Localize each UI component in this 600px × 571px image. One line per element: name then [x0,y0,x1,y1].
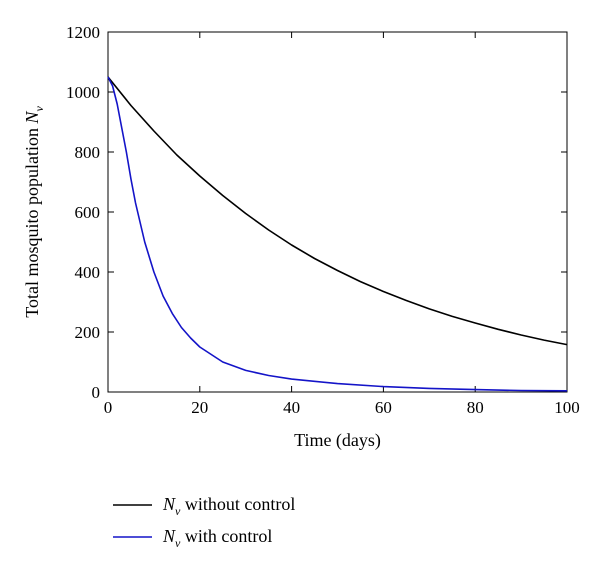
x-tick-label: 0 [104,398,113,417]
x-tick-label: 20 [191,398,208,417]
y-axis-label-sub: v [32,106,46,112]
series-with-control-line [107,76,568,392]
legend-text-1: with control [180,526,272,546]
series-without-control-line [107,76,568,346]
x-tick-label: 40 [283,398,300,417]
legend-label-without-control: Nv without control [162,494,295,518]
y-tick-label: 1000 [66,83,100,102]
x-tick-label: 100 [554,398,580,417]
y-tick-label: 600 [75,203,101,222]
legend-var-0: N [162,494,176,514]
y-tick-label: 1200 [66,23,100,42]
legend-sub-0: v [175,504,181,518]
series-lines [107,76,568,392]
y-axis-label-var: N [22,111,42,125]
legend: Nv without control Nv with control [113,494,295,550]
axis-ticks [107,31,568,393]
y-tick-label: 0 [92,383,101,402]
x-tick-label: 80 [467,398,484,417]
legend-var-1: N [162,526,176,546]
y-axis-label-prefix: Total mosquito population [22,124,42,318]
y-tick-label: 200 [75,323,101,342]
x-tick-label: 60 [375,398,392,417]
legend-label-with-control: Nv with control [162,526,272,550]
plot-frame [107,31,568,393]
legend-sub-1: v [175,536,181,550]
y-tick-label: 800 [75,143,101,162]
y-tick-label: 400 [75,263,101,282]
y-axis-label: Total mosquito population Nv [22,106,46,318]
legend-text-0: without control [180,494,295,514]
x-axis-label: Time (days) [294,430,381,451]
